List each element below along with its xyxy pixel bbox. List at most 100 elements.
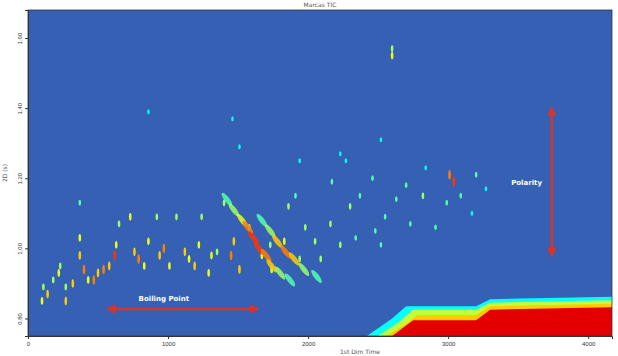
y-axis-line xyxy=(25,11,29,337)
peak xyxy=(459,193,462,199)
peak xyxy=(349,203,352,210)
peak-band xyxy=(273,265,287,281)
peak xyxy=(193,262,196,271)
peak xyxy=(200,213,203,220)
peak xyxy=(395,196,398,202)
plot-background xyxy=(28,10,612,336)
peak xyxy=(471,211,474,216)
peak xyxy=(409,221,412,227)
column-bleed-contour xyxy=(367,297,612,336)
peak xyxy=(133,248,136,257)
peak xyxy=(238,144,241,149)
peak xyxy=(115,241,118,249)
peak xyxy=(485,186,488,191)
peak xyxy=(434,224,437,230)
peak xyxy=(359,193,362,199)
peak xyxy=(102,265,105,274)
peak xyxy=(129,213,132,221)
y-tick: 1.00 xyxy=(17,242,28,254)
y-axis-title: 2D (s) xyxy=(1,164,8,182)
peak xyxy=(339,151,342,156)
column-bleed-contour xyxy=(378,300,612,336)
x-tick-mark xyxy=(308,336,309,339)
peak-band xyxy=(297,261,311,277)
peak xyxy=(83,265,86,274)
peak-band xyxy=(241,219,255,235)
y-axis: 0.80 1.00 1.20 1.40 1.60 xyxy=(17,11,29,337)
peak xyxy=(294,193,297,199)
x-axis-line xyxy=(29,337,613,340)
peak-series xyxy=(255,212,324,284)
peak xyxy=(184,248,187,257)
peak xyxy=(156,213,159,220)
peak xyxy=(298,255,301,262)
peak-series xyxy=(41,45,488,305)
peak xyxy=(198,241,201,249)
column-bleed-contour xyxy=(387,304,612,336)
peak xyxy=(283,238,286,246)
peak xyxy=(331,179,334,185)
peak xyxy=(405,182,408,188)
peak xyxy=(87,276,90,284)
peak xyxy=(314,238,317,245)
peak xyxy=(52,277,55,284)
peak-series xyxy=(220,191,297,287)
peak xyxy=(422,192,425,199)
x-tick: 0 xyxy=(27,336,31,347)
peak xyxy=(72,279,75,288)
peak xyxy=(137,254,140,263)
peak-band xyxy=(247,230,261,246)
chart: 010002000300040000.801.001.201.401.60Mar… xyxy=(0,0,618,356)
peak-band xyxy=(259,247,273,263)
y-tick-label: 0.80 xyxy=(17,312,23,324)
x-tick-label: 4000 xyxy=(582,341,596,347)
peak xyxy=(230,251,233,260)
y-tick-label: 1.60 xyxy=(17,32,23,44)
peak xyxy=(46,290,49,299)
peak xyxy=(65,297,68,306)
y-tick: 1.60 xyxy=(17,32,28,44)
column-bleed-contour xyxy=(392,307,612,336)
peak xyxy=(475,172,478,178)
y-tick-mark xyxy=(25,108,28,109)
x-axis-title: 1st Dim Time xyxy=(340,348,380,355)
peak xyxy=(65,284,68,291)
peak xyxy=(147,109,150,114)
y-tick-mark xyxy=(25,38,28,39)
x-tick: 2000 xyxy=(302,336,316,347)
y-tick-mark xyxy=(25,318,28,319)
peak xyxy=(287,203,290,210)
peak xyxy=(188,255,191,263)
peak xyxy=(118,220,121,227)
plot-frame xyxy=(28,10,612,336)
peak-band xyxy=(310,269,324,285)
x-tick: 3000 xyxy=(442,336,456,347)
peak xyxy=(143,262,146,270)
peak xyxy=(345,158,348,163)
y-tick: 1.20 xyxy=(17,172,28,184)
y-tick: 0.80 xyxy=(17,312,28,324)
peak xyxy=(216,248,219,255)
peak xyxy=(319,255,322,262)
peak xyxy=(380,242,383,248)
peak xyxy=(41,297,44,305)
peak xyxy=(304,224,307,231)
peak xyxy=(93,275,96,284)
peak xyxy=(42,284,45,291)
peak xyxy=(97,269,100,278)
peak xyxy=(391,45,394,52)
peak xyxy=(79,200,82,206)
title: Marcas TIC xyxy=(304,1,337,8)
peak xyxy=(448,170,451,179)
peak xyxy=(58,269,61,277)
peak xyxy=(163,244,166,253)
x-tick-label: 3000 xyxy=(442,341,456,347)
x-axis: 01000200030004000 xyxy=(27,336,613,347)
annotation-text: Polarity xyxy=(511,179,542,187)
y-tick-label: 1.40 xyxy=(17,102,23,114)
peak xyxy=(329,220,332,227)
peak xyxy=(168,262,171,270)
peak xyxy=(59,263,62,270)
peak xyxy=(114,250,117,260)
peak xyxy=(380,137,383,142)
